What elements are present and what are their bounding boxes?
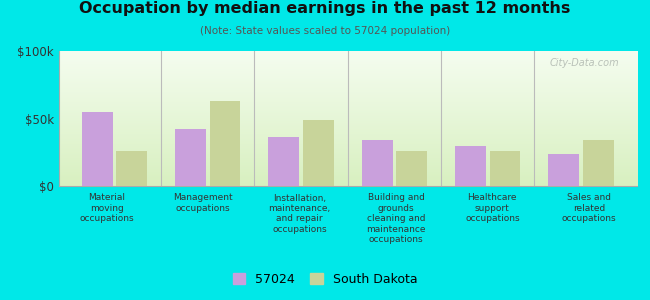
Bar [455, 146, 486, 186]
Bar [583, 140, 614, 186]
Text: City-Data.com: City-Data.com [550, 58, 619, 68]
Bar [82, 112, 112, 186]
Bar [268, 137, 299, 186]
Text: Sales and
related
occupations: Sales and related occupations [562, 194, 616, 223]
Text: Installation,
maintenance,
and repair
occupations: Installation, maintenance, and repair oc… [268, 194, 331, 234]
Text: Occupation by median earnings in the past 12 months: Occupation by median earnings in the pas… [79, 2, 571, 16]
Text: Management
occupations: Management occupations [174, 194, 233, 213]
Bar [362, 140, 393, 186]
Bar [175, 129, 206, 186]
Bar [210, 101, 240, 186]
Bar [396, 151, 427, 186]
Legend: 57024, South Dakota: 57024, South Dakota [227, 268, 422, 291]
Bar [116, 151, 147, 186]
Text: Material
moving
occupations: Material moving occupations [79, 194, 134, 223]
Bar [303, 120, 333, 186]
Text: Building and
grounds
cleaning and
maintenance
occupations: Building and grounds cleaning and mainte… [366, 194, 426, 244]
Bar [489, 151, 521, 186]
Bar [549, 154, 579, 186]
Text: Healthcare
support
occupations: Healthcare support occupations [465, 194, 520, 223]
Text: (Note: State values scaled to 57024 population): (Note: State values scaled to 57024 popu… [200, 26, 450, 35]
